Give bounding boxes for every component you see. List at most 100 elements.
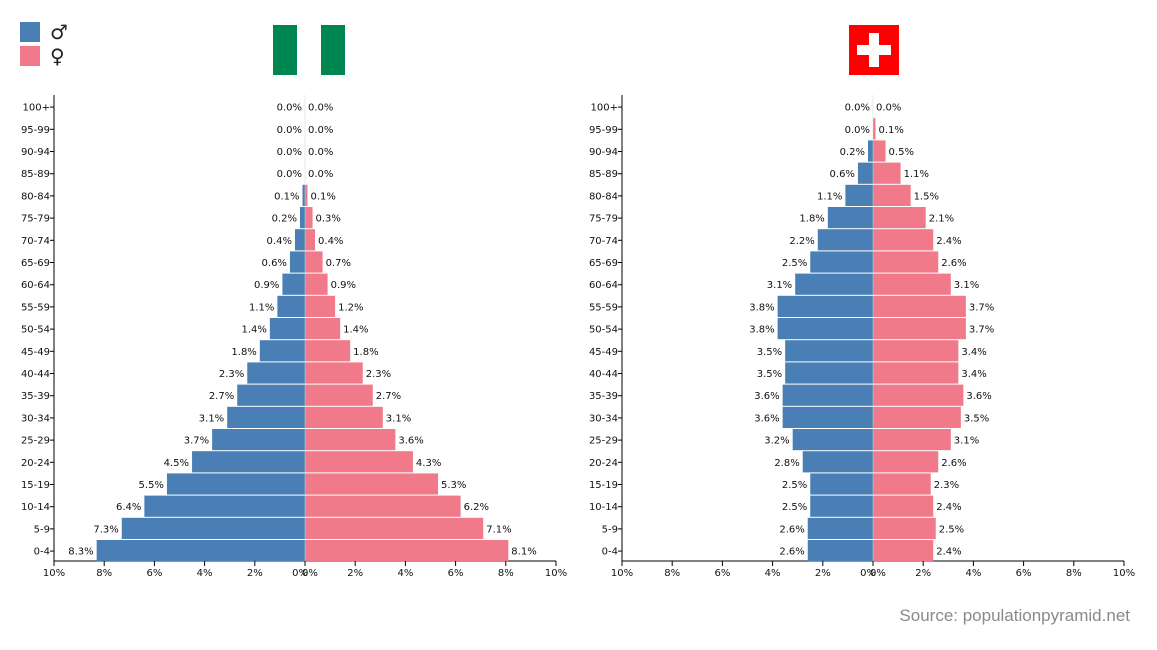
bar-male (785, 340, 873, 362)
y-tick-label: 85-89 (589, 169, 618, 180)
chart-switzerland: 100+ 0.0% 0.0% 95-99 0.0% 0.1% 90-94 0.2% 0.5% 85… (589, 95, 1135, 579)
bar-male (259, 340, 305, 362)
bar-male (810, 473, 873, 495)
legend-swatch-male (20, 22, 40, 42)
bar-female (873, 273, 951, 295)
bar-male (777, 318, 873, 340)
bar-female (873, 140, 886, 162)
bar-female (305, 318, 341, 340)
y-tick-label: 5-9 (34, 524, 50, 535)
y-tick-label: 50-54 (21, 325, 50, 336)
data-label-female: 2.6% (941, 258, 966, 269)
data-label-female: 0.3% (316, 214, 341, 225)
x-tick-label: 0% (860, 568, 876, 579)
bar-female (873, 118, 876, 140)
data-label-male: 3.6% (754, 413, 779, 424)
data-label-male: 2.8% (774, 458, 799, 469)
data-label-male: 0.1% (274, 191, 299, 202)
y-tick-label: 40-44 (589, 369, 618, 380)
y-tick-label: 45-49 (21, 347, 50, 358)
data-label-female: 3.4% (961, 347, 986, 358)
data-label-male: 7.3% (93, 524, 118, 535)
x-tick-label: 4% (965, 568, 981, 579)
bar-male (289, 251, 305, 273)
y-tick-label: 80-84 (21, 191, 50, 202)
data-label-female: 0.4% (318, 236, 343, 247)
bar-male (857, 162, 873, 184)
x-tick-label: 6% (448, 568, 464, 579)
x-tick-label: 2% (915, 568, 931, 579)
y-tick-label: 0-4 (602, 547, 618, 558)
x-tick-label: 2% (815, 568, 831, 579)
y-tick-label: 30-34 (589, 413, 618, 424)
bar-male (845, 184, 873, 206)
data-label-female: 1.2% (338, 302, 363, 313)
y-tick-label: 60-64 (21, 280, 50, 291)
data-label-female: 0.1% (879, 125, 904, 136)
x-tick-label: 2% (247, 568, 263, 579)
data-label-male: 1.1% (817, 191, 842, 202)
data-label-female: 3.4% (961, 369, 986, 380)
bar-male (282, 273, 305, 295)
data-label-male: 3.5% (757, 347, 782, 358)
data-label-female: 3.5% (964, 413, 989, 424)
bar-male (807, 540, 873, 562)
data-label-male: 0.2% (840, 147, 865, 158)
data-label-male: 2.5% (782, 480, 807, 491)
bar-female (873, 495, 934, 517)
x-tick-label: 6% (146, 568, 162, 579)
data-label-male: 2.2% (789, 236, 814, 247)
bar-female (305, 340, 351, 362)
bar-male (269, 318, 305, 340)
y-tick-label: 100+ (23, 103, 50, 114)
bar-female (873, 384, 964, 406)
x-tick-label: 8% (96, 568, 112, 579)
x-tick-label: 8% (498, 568, 514, 579)
data-label-male: 1.4% (241, 325, 266, 336)
bar-female (873, 207, 926, 229)
data-label-male: 8.3% (68, 547, 93, 558)
data-label-female: 3.6% (398, 436, 423, 447)
data-label-female: 4.3% (416, 458, 441, 469)
bar-female (305, 273, 328, 295)
y-tick-label: 60-64 (589, 280, 618, 291)
x-tick-label: 8% (664, 568, 680, 579)
data-label-male: 5.5% (139, 480, 164, 491)
bar-female (873, 540, 934, 562)
data-label-male: 2.5% (782, 258, 807, 269)
data-label-male: 0.6% (262, 258, 287, 269)
y-tick-label: 90-94 (21, 147, 50, 158)
data-label-male: 2.3% (219, 369, 244, 380)
y-tick-label: 100+ (591, 103, 618, 114)
x-tick-label: 4% (765, 568, 781, 579)
data-label-male: 0.4% (267, 236, 292, 247)
data-label-female: 2.3% (366, 369, 391, 380)
data-label-male: 0.0% (845, 103, 870, 114)
data-label-male: 2.6% (779, 524, 804, 535)
bar-female (873, 451, 939, 473)
data-label-female: 3.6% (966, 391, 991, 402)
bar-female (305, 207, 313, 229)
data-label-male: 3.1% (199, 413, 224, 424)
x-tick-label: 4% (197, 568, 213, 579)
bar-male (810, 495, 873, 517)
data-label-female: 0.0% (308, 147, 333, 158)
bar-female (305, 451, 413, 473)
bar-female (305, 251, 323, 273)
nigeria-flag (273, 25, 345, 75)
bar-female (305, 406, 383, 428)
source-credit: Source: populationpyramid.net (899, 606, 1130, 625)
y-tick-label: 35-39 (21, 391, 50, 402)
data-label-female: 0.1% (311, 191, 336, 202)
x-tick-label: 10% (545, 568, 567, 579)
y-tick-label: 5-9 (602, 524, 618, 535)
bar-female (873, 340, 959, 362)
data-label-male: 0.2% (272, 214, 297, 225)
bar-female (873, 517, 936, 539)
bar-female (305, 229, 316, 251)
y-tick-label: 90-94 (589, 147, 618, 158)
bar-male (777, 295, 873, 317)
data-label-male: 2.6% (779, 547, 804, 558)
legend: ♂ ♀ (20, 20, 68, 68)
data-label-male: 2.5% (782, 502, 807, 513)
